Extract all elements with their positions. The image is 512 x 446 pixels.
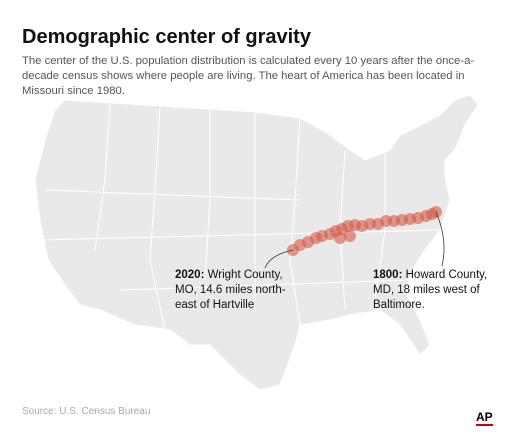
annotation-year: 1800: [373, 269, 403, 281]
center-dot [334, 232, 346, 244]
annotation-line: Baltimore. [373, 299, 425, 311]
annotation-line: MO, 14.6 miles north- [175, 284, 286, 296]
leader-line [264, 249, 294, 269]
leader-line [435, 211, 445, 267]
annotation: 1800: Howard County, MD, 18 miles west o… [373, 268, 487, 313]
annotation-line: MD, 18 miles west of [373, 284, 480, 296]
annotation-line: Wright County, [207, 269, 283, 281]
annotation: 2020: Wright County, MO, 14.6 miles nort… [175, 268, 286, 313]
center-dot [344, 230, 356, 242]
annotation-year: 2020: [175, 269, 205, 281]
us-map [34, 94, 479, 391]
subtitle: The center of the U.S. population distri… [22, 55, 475, 97]
annotation-line: east of Hartville [175, 299, 255, 311]
title: Demographic center of gravity [22, 26, 311, 48]
source: Source: U.S. Census Bureau [22, 406, 151, 417]
annotation-line: Howard County, [405, 269, 488, 281]
logo: AP [476, 410, 493, 426]
